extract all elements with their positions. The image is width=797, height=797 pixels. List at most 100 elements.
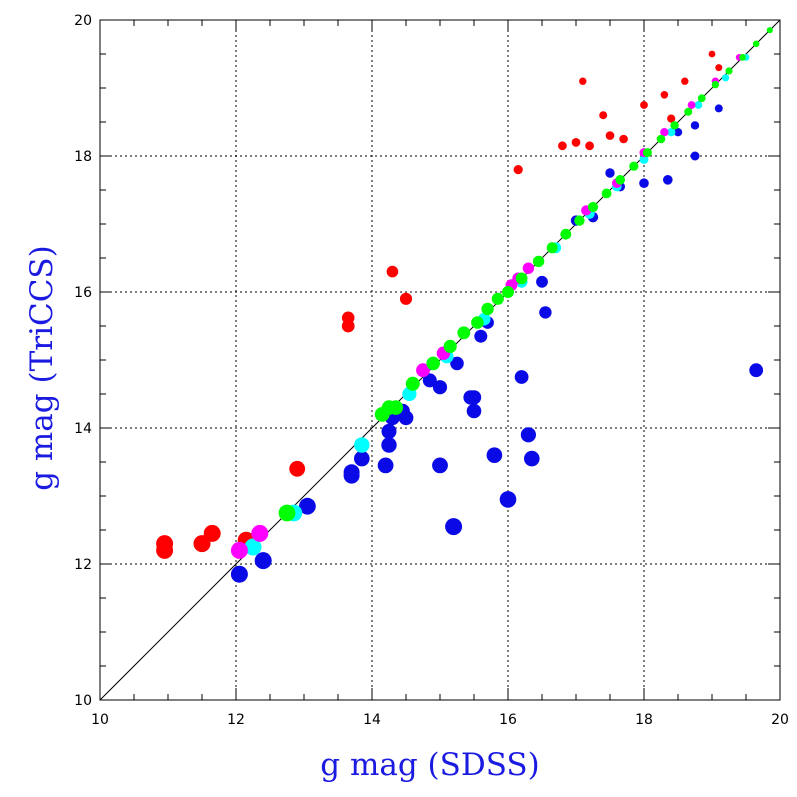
- data-point-blue: [381, 437, 397, 453]
- data-point-blue: [466, 390, 482, 405]
- data-point-red: [571, 138, 581, 147]
- data-point-cyan: [354, 437, 370, 453]
- data-point-red: [386, 265, 399, 278]
- data-point-green: [739, 54, 746, 61]
- data-point-magenta: [230, 541, 248, 559]
- data-point-green: [405, 376, 420, 391]
- y-tick-label: 16: [74, 285, 92, 301]
- data-point-blue: [343, 464, 360, 481]
- data-point-green: [426, 356, 441, 371]
- data-point-green: [443, 339, 457, 353]
- data-point-green: [491, 292, 504, 305]
- data-point-green: [711, 80, 720, 89]
- data-point-green: [642, 148, 652, 158]
- data-point-red: [289, 460, 306, 477]
- y-tick-label: 20: [74, 13, 92, 29]
- data-point-cyan: [667, 128, 676, 137]
- data-point-blue: [539, 306, 552, 319]
- data-point-cyan: [722, 74, 730, 82]
- data-point-red: [156, 535, 174, 553]
- x-tick-label: 10: [91, 712, 109, 728]
- data-point-green: [725, 67, 733, 75]
- data-point-red: [585, 141, 594, 151]
- data-point-red: [605, 131, 615, 140]
- data-point-red: [667, 114, 676, 123]
- data-point-green: [766, 27, 773, 34]
- data-point-green: [752, 40, 760, 48]
- tick-labels: 10 12 14 16 18 20 10 12 14 16 18 20: [74, 13, 789, 728]
- data-point-cyan: [639, 154, 649, 164]
- data-point-blue: [354, 450, 370, 467]
- data-point-green: [601, 188, 612, 199]
- data-point-blue: [663, 175, 673, 185]
- data-point-red: [619, 134, 628, 144]
- data-point-red: [708, 50, 716, 58]
- data-point-green: [587, 201, 599, 213]
- data-point-blue: [520, 427, 537, 443]
- data-points: [156, 27, 773, 583]
- data-point-red: [399, 292, 413, 305]
- data-point-red: [599, 111, 608, 120]
- data-point-green: [388, 400, 404, 415]
- data-point-blue: [714, 104, 723, 113]
- data-point-green: [546, 242, 558, 254]
- data-point-blue: [230, 565, 248, 583]
- data-point-magenta: [251, 524, 269, 542]
- data-point-red: [640, 101, 648, 109]
- data-point-green: [574, 215, 585, 226]
- data-point-blue: [514, 370, 529, 384]
- data-point-magenta: [522, 262, 535, 274]
- data-point-blue: [749, 363, 764, 378]
- data-point-green: [615, 175, 625, 185]
- data-point-red: [579, 77, 587, 85]
- data-point-green: [481, 302, 494, 316]
- data-point-blue: [377, 457, 394, 474]
- data-point-green: [471, 316, 484, 329]
- data-point-green: [502, 286, 514, 298]
- data-point-blue: [432, 457, 448, 474]
- data-point-green: [457, 326, 471, 340]
- data-point-cyan: [244, 538, 262, 556]
- data-point-red: [203, 524, 221, 542]
- data-point-green: [670, 121, 679, 130]
- data-point-blue: [524, 450, 540, 467]
- data-point-green: [560, 228, 572, 240]
- data-point-blue: [254, 552, 272, 570]
- data-point-magenta: [687, 101, 696, 109]
- data-point-blue: [690, 151, 700, 161]
- data-point-green: [656, 134, 666, 144]
- data-point-blue: [398, 410, 414, 426]
- x-tick-label: 18: [635, 712, 653, 728]
- data-point-cyan: [694, 101, 703, 109]
- data-point-magenta: [416, 363, 430, 378]
- x-tick-label: 14: [363, 712, 381, 728]
- x-tick-label: 12: [227, 712, 245, 728]
- data-point-red: [681, 77, 689, 85]
- y-tick-label: 10: [74, 693, 92, 709]
- data-point-red: [715, 64, 723, 72]
- data-point-blue: [536, 275, 548, 288]
- data-point-magenta: [660, 128, 669, 137]
- x-tick-label: 16: [499, 712, 517, 728]
- y-tick-label: 12: [74, 557, 92, 573]
- data-point-blue: [474, 329, 488, 343]
- grid-lines: [100, 20, 780, 700]
- data-point-blue: [422, 373, 437, 388]
- data-point-green: [629, 161, 639, 171]
- data-point-green: [697, 94, 706, 103]
- data-point-blue: [299, 497, 316, 515]
- data-point-green: [515, 272, 528, 285]
- data-point-blue: [450, 356, 464, 371]
- data-point-green: [684, 107, 693, 116]
- data-point-blue: [486, 447, 503, 464]
- data-point-blue: [605, 168, 615, 178]
- tick-marks: [99, 19, 781, 701]
- data-point-blue: [432, 380, 448, 395]
- data-point-blue: [381, 423, 397, 439]
- data-point-blue: [466, 403, 482, 419]
- identity-reference-line: [99, 19, 781, 701]
- data-point-blue: [499, 491, 517, 508]
- data-point-red: [558, 141, 567, 151]
- y-axis-title: g mag (TriCCS): [24, 245, 60, 491]
